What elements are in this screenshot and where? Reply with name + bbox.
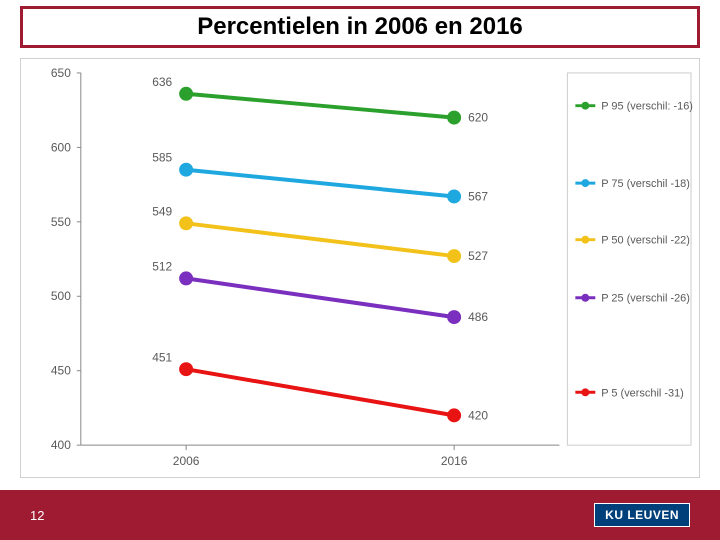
footer-bar: 12 KU LEUVEN: [0, 490, 720, 540]
svg-text:486: 486: [468, 310, 488, 324]
chart-container: 400 450 500 550 600 650 2006 2016 636 620 P 95 (ve…: [20, 58, 700, 478]
svg-text:400: 400: [51, 438, 71, 452]
svg-text:512: 512: [152, 259, 172, 273]
svg-text:2016: 2016: [441, 454, 468, 468]
title-bar: Percentielen in 2006 en 2016: [20, 6, 700, 48]
svg-text:585: 585: [152, 151, 172, 165]
svg-text:600: 600: [51, 140, 71, 154]
svg-text:636: 636: [152, 75, 172, 89]
svg-text:P 50 (verschil -22): P 50 (verschil -22): [601, 235, 690, 247]
svg-text:P 95 (verschil: -16): P 95 (verschil: -16): [601, 101, 693, 113]
svg-text:527: 527: [468, 249, 488, 263]
svg-text:450: 450: [51, 364, 71, 378]
svg-text:550: 550: [51, 215, 71, 229]
svg-text:620: 620: [468, 111, 488, 125]
slide-title: Percentielen in 2006 en 2016: [197, 13, 523, 41]
svg-text:P 25 (verschil -26): P 25 (verschil -26): [601, 293, 690, 305]
svg-text:P 5 (verschil -31): P 5 (verschil -31): [601, 387, 684, 399]
svg-text:451: 451: [152, 350, 172, 364]
svg-text:P 75 (verschil -18): P 75 (verschil -18): [601, 178, 690, 190]
percentile-line-chart: 400 450 500 550 600 650 2006 2016 636 620 P 95 (ve…: [21, 59, 699, 477]
svg-text:420: 420: [468, 408, 488, 422]
svg-text:2006: 2006: [173, 454, 200, 468]
page-number: 12: [30, 508, 44, 523]
svg-text:549: 549: [152, 204, 172, 218]
svg-text:567: 567: [468, 190, 488, 204]
ku-leuven-logo: KU LEUVEN: [594, 503, 690, 527]
svg-text:650: 650: [51, 66, 71, 80]
svg-text:500: 500: [51, 289, 71, 303]
